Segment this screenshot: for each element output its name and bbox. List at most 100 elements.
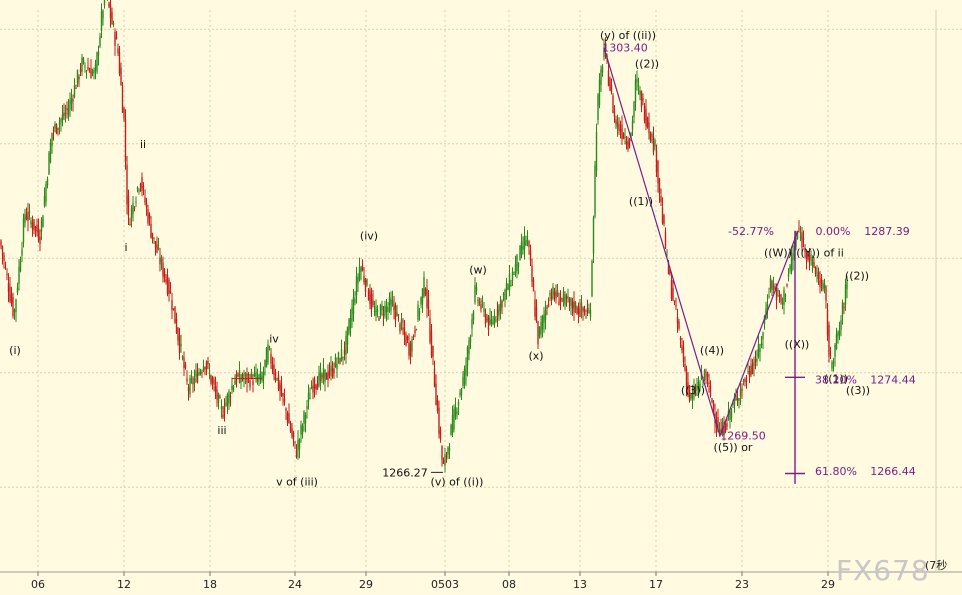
candle-body bbox=[532, 279, 535, 292]
candle-body bbox=[573, 301, 575, 313]
candle-body bbox=[181, 356, 184, 358]
candle-body bbox=[495, 319, 497, 321]
candle-body bbox=[814, 267, 817, 274]
candle-body bbox=[379, 304, 382, 317]
candle-body bbox=[544, 310, 547, 320]
candle-body bbox=[738, 398, 740, 401]
candle-body bbox=[718, 430, 721, 432]
candle-body bbox=[123, 107, 125, 119]
candle-body bbox=[370, 293, 373, 309]
candle-body bbox=[175, 318, 178, 333]
candle-body bbox=[373, 311, 376, 313]
candle-body bbox=[132, 203, 134, 215]
candle-body bbox=[613, 111, 616, 117]
candle-body bbox=[621, 124, 623, 139]
candle-body bbox=[525, 239, 527, 246]
candle-body bbox=[186, 378, 188, 382]
candle-body bbox=[601, 66, 604, 73]
candle-body bbox=[148, 214, 151, 219]
candle-body bbox=[310, 387, 313, 389]
candle-body bbox=[205, 361, 208, 370]
candle-body bbox=[300, 424, 302, 435]
candle-body bbox=[406, 336, 409, 340]
candle-body bbox=[294, 441, 296, 443]
candle-body bbox=[120, 67, 122, 85]
candle-body bbox=[699, 383, 701, 388]
candle-body bbox=[34, 226, 37, 228]
candle-body bbox=[346, 326, 349, 345]
wave-label: ((3)) bbox=[681, 384, 705, 397]
wave-label: ((1)) bbox=[629, 195, 653, 208]
candle-body bbox=[157, 247, 160, 249]
candle-body bbox=[333, 368, 335, 374]
candle-body bbox=[781, 301, 784, 305]
candle-body bbox=[583, 308, 586, 313]
candle-body bbox=[160, 258, 163, 262]
candle-body bbox=[514, 263, 517, 274]
candle-body bbox=[322, 367, 325, 379]
candle-body bbox=[802, 238, 805, 240]
candle-body bbox=[78, 76, 80, 80]
candle-body bbox=[151, 232, 154, 239]
candle-body bbox=[567, 296, 569, 299]
candle-body bbox=[469, 336, 472, 343]
fib-label: 0.00% bbox=[816, 225, 851, 238]
candle-body bbox=[441, 445, 443, 460]
candle-body bbox=[234, 380, 236, 385]
candle-body bbox=[754, 358, 757, 363]
candle-body bbox=[663, 215, 665, 225]
candle-body bbox=[67, 108, 70, 116]
candle-body bbox=[241, 374, 244, 380]
candle-body bbox=[154, 241, 157, 248]
candle-body bbox=[171, 300, 173, 311]
candle-body bbox=[750, 366, 752, 376]
candle-body bbox=[217, 393, 220, 403]
candle-body bbox=[777, 290, 779, 292]
candle-body bbox=[279, 382, 281, 391]
candle-body bbox=[577, 306, 580, 314]
fib-label: 1274.44 bbox=[870, 374, 916, 387]
candle-body bbox=[168, 280, 170, 295]
candle-body bbox=[277, 375, 280, 390]
candle-body bbox=[385, 306, 388, 312]
candle-body bbox=[183, 357, 185, 369]
candle-body bbox=[372, 300, 374, 305]
wave-label: i bbox=[124, 241, 127, 254]
candle-body bbox=[642, 98, 644, 101]
candle-body bbox=[604, 43, 607, 50]
candle-body bbox=[138, 189, 140, 192]
candle-body bbox=[412, 336, 415, 338]
candle-body bbox=[709, 385, 712, 396]
candle-body bbox=[597, 94, 599, 120]
candle-body bbox=[1, 246, 4, 256]
candle-body bbox=[214, 385, 217, 392]
candle-body bbox=[618, 124, 620, 131]
candle-body bbox=[811, 256, 814, 266]
candle-body bbox=[723, 425, 725, 436]
wave-label: ((4)) bbox=[700, 344, 724, 357]
candle-body bbox=[73, 85, 76, 97]
candle-body bbox=[837, 331, 839, 337]
candle-body bbox=[4, 266, 7, 268]
candle-body bbox=[570, 298, 572, 306]
candle-body bbox=[541, 316, 544, 330]
wave-count-line bbox=[603, 47, 799, 438]
candle-body bbox=[468, 340, 470, 354]
candle-body bbox=[103, 0, 106, 6]
candle-body bbox=[832, 361, 835, 363]
candle-body bbox=[585, 316, 587, 318]
candle-body bbox=[619, 129, 622, 132]
candle-body bbox=[685, 368, 688, 388]
candle-body bbox=[18, 266, 20, 284]
price-label: 1269.50 bbox=[720, 430, 766, 443]
candle-body bbox=[451, 415, 454, 434]
candle-body bbox=[286, 412, 289, 423]
candle-body bbox=[456, 411, 458, 415]
candle-body bbox=[63, 112, 65, 116]
candle-body bbox=[490, 319, 493, 325]
candle-body bbox=[94, 63, 97, 70]
candle-body bbox=[648, 122, 650, 134]
fib-label: 1266.44 bbox=[870, 465, 916, 478]
candle-body bbox=[516, 254, 518, 271]
